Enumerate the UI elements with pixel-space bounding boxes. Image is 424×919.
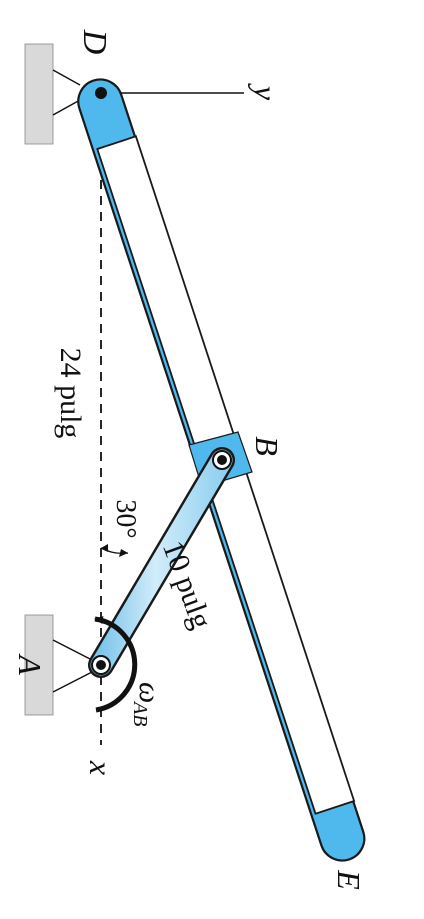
pin-d	[95, 87, 107, 99]
support-d	[24, 43, 81, 145]
label-d: D	[76, 29, 113, 55]
support-a	[24, 614, 93, 716]
svg-text:AB: AB	[129, 700, 151, 726]
label-e: E	[331, 869, 367, 890]
label-10-pulg: 10 pulg	[156, 536, 218, 633]
label-b: B	[249, 436, 285, 456]
label-a: A	[12, 653, 48, 675]
omega-ab-arrow	[94, 616, 138, 713]
label-omega-ab: ω AB	[129, 682, 166, 726]
label-24-pulg: 24 pulg	[54, 348, 87, 439]
label-x: x	[83, 760, 119, 775]
label-y: y	[248, 83, 284, 101]
label-30-deg: 30°	[110, 499, 141, 538]
svg-text:ω: ω	[133, 682, 166, 703]
